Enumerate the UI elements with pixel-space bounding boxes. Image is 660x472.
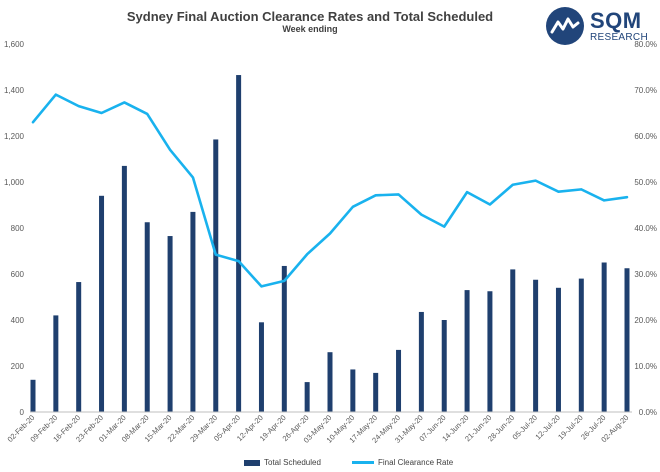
- legend-swatch-line: [352, 461, 374, 464]
- bar-total-scheduled: [373, 372, 379, 412]
- point-final-clearance-rate: [260, 285, 263, 288]
- point-final-clearance-rate: [420, 213, 423, 216]
- sqm-research-logo: SQM RESEARCH: [546, 7, 656, 47]
- point-final-clearance-rate: [32, 121, 34, 123]
- point-final-clearance-rate: [214, 253, 217, 256]
- point-final-clearance-rate: [489, 203, 491, 206]
- plot-area: 0 200 400 600 800 1,000 1,200 1,400 1,600 0.0% 10.…: [4, 40, 657, 445]
- y-right-tick-label: 60.0%: [634, 132, 657, 141]
- point-final-clearance-rate: [123, 101, 126, 104]
- bar-total-scheduled: [213, 139, 219, 412]
- chart-subtitle: Week ending: [282, 24, 338, 34]
- legend-label-total-scheduled: Total Scheduled: [264, 458, 321, 467]
- y-left-tick-label: 1,200: [4, 132, 25, 141]
- bar-series-total-scheduled: [30, 75, 630, 413]
- bar-total-scheduled: [144, 222, 150, 412]
- bar-total-scheduled: [190, 211, 196, 412]
- point-final-clearance-rate: [534, 179, 537, 182]
- point-final-clearance-rate: [397, 193, 400, 196]
- bar-total-scheduled: [555, 287, 561, 412]
- y-left-tick-label: 1,000: [4, 178, 25, 187]
- bar-total-scheduled: [464, 290, 470, 412]
- y-right-tick-label: 80.0%: [634, 40, 657, 49]
- point-final-clearance-rate: [580, 188, 583, 191]
- y-left-tick-label: 400: [11, 316, 25, 325]
- point-final-clearance-rate: [306, 253, 308, 256]
- bar-total-scheduled: [327, 352, 333, 412]
- y-left-tick-label: 1,600: [4, 40, 25, 49]
- point-final-clearance-rate: [169, 149, 171, 151]
- bar-total-scheduled: [30, 379, 36, 412]
- point-final-clearance-rate: [466, 191, 468, 193]
- legend-item-final-clearance-rate: Final Clearance Rate: [352, 458, 453, 467]
- y-left-tick-label: 0: [20, 408, 25, 417]
- y-left-tick-label: 600: [11, 270, 25, 279]
- point-final-clearance-rate: [374, 194, 377, 197]
- y-right-tick-label: 30.0%: [634, 270, 657, 279]
- line-series-final-clearance-rate: [31, 93, 629, 288]
- point-final-clearance-rate: [557, 190, 560, 193]
- point-final-clearance-rate: [283, 280, 286, 282]
- bar-total-scheduled: [533, 279, 539, 412]
- point-final-clearance-rate: [77, 105, 80, 107]
- y-right-tick-label: 70.0%: [634, 86, 657, 95]
- legend: Total Scheduled Final Clearance Rate: [0, 458, 660, 472]
- point-final-clearance-rate: [443, 225, 446, 228]
- bar-total-scheduled: [510, 269, 516, 412]
- legend-label-final-clearance-rate: Final Clearance Rate: [378, 458, 454, 467]
- point-final-clearance-rate: [192, 176, 194, 179]
- bar-total-scheduled: [624, 268, 630, 412]
- bar-total-scheduled: [236, 75, 242, 413]
- logo-name: SQM: [590, 8, 642, 33]
- point-final-clearance-rate: [352, 206, 354, 208]
- y-right-tick-label: 50.0%: [634, 178, 657, 187]
- bar-total-scheduled: [121, 165, 127, 412]
- y-left-tick-label: 200: [11, 362, 25, 371]
- point-final-clearance-rate: [329, 232, 331, 235]
- point-final-clearance-rate: [603, 199, 605, 202]
- bar-total-scheduled: [441, 320, 447, 412]
- point-final-clearance-rate: [511, 183, 514, 186]
- bar-total-scheduled: [578, 278, 584, 412]
- bar-total-scheduled: [487, 291, 493, 412]
- bar-total-scheduled: [396, 349, 402, 412]
- point-final-clearance-rate: [100, 112, 103, 114]
- point-final-clearance-rate: [146, 113, 149, 115]
- bar-total-scheduled: [418, 311, 424, 412]
- point-final-clearance-rate: [237, 260, 240, 262]
- bar-total-scheduled: [99, 195, 105, 412]
- y-right-tick-label: 40.0%: [634, 224, 657, 233]
- y-right-tick-label: 10.0%: [634, 362, 657, 371]
- bar-total-scheduled: [281, 265, 287, 412]
- bar-total-scheduled: [167, 236, 173, 412]
- point-final-clearance-rate: [55, 93, 57, 96]
- bar-total-scheduled: [350, 369, 356, 412]
- chart-title: Sydney Final Auction Clearance Rates and…: [126, 9, 494, 24]
- y-right-tick-label: 20.0%: [634, 316, 657, 325]
- bar-total-scheduled: [76, 282, 82, 412]
- y-left-tick-label: 800: [11, 224, 25, 233]
- y-right-tick-label: 0.0%: [639, 408, 657, 417]
- bar-total-scheduled: [53, 315, 59, 412]
- point-final-clearance-rate: [626, 196, 628, 198]
- logo-tagline: RESEARCH: [590, 32, 648, 43]
- legend-item-total-scheduled: Total Scheduled: [244, 458, 321, 467]
- bar-total-scheduled: [304, 382, 310, 412]
- bar-total-scheduled: [601, 262, 607, 412]
- y-left-tick-label: 1,400: [4, 86, 25, 95]
- mountain-peaks-icon: [546, 7, 584, 45]
- bar-total-scheduled: [258, 322, 264, 412]
- legend-swatch-bar: [244, 459, 260, 466]
